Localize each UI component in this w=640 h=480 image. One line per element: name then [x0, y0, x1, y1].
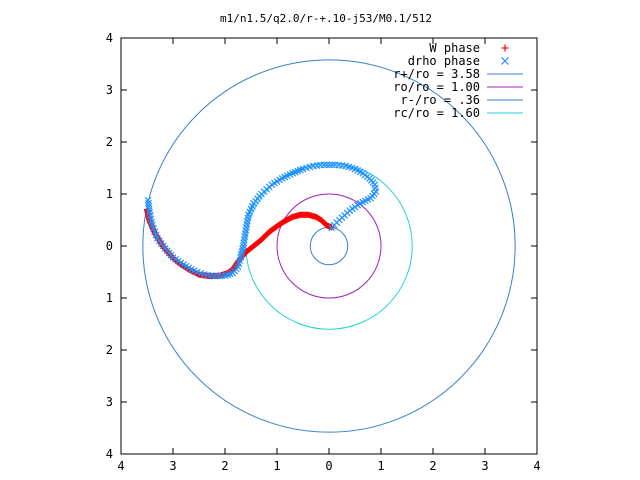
drho-phase-marker-b	[146, 212, 154, 219]
drho-phase-marker-b	[359, 169, 367, 177]
drho-phase-marker-b	[148, 218, 155, 226]
drho-phase-marker-b	[328, 161, 336, 169]
drho-phase-marker-b	[501, 57, 509, 65]
legend-label: drho phase	[408, 54, 480, 68]
x-tick-label: 1	[377, 459, 384, 473]
legend-label: r-/ro = .36	[401, 93, 480, 107]
y-tick-label: 2	[106, 343, 113, 357]
drho-phase-marker-b	[145, 199, 152, 207]
drho-phase-marker-b	[323, 161, 331, 169]
legend-label: ro/ro = 1.00	[393, 80, 480, 94]
y-tick-label: 3	[106, 83, 113, 97]
drho-phase-marker-b	[356, 168, 364, 176]
drho-phase-marker-b	[326, 161, 333, 169]
x-tick-label: 2	[429, 459, 436, 473]
drho-phase-series	[144, 161, 380, 280]
drho-phase-marker-b	[345, 163, 353, 171]
drho-phase-marker-b	[348, 164, 356, 172]
drho-phase-marker-b	[204, 271, 212, 279]
x-tick-label: 3	[481, 459, 488, 473]
drho-phase-marker-b	[200, 271, 208, 279]
legend-label: rc/ro = 1.60	[393, 106, 480, 120]
y-tick-label: 4	[106, 447, 113, 461]
drho-phase-marker-b	[342, 162, 350, 170]
y-tick-label: 2	[106, 135, 113, 149]
drho-phase-marker-b	[207, 272, 215, 280]
drho-phase-marker-b	[190, 267, 198, 275]
phase-series	[144, 161, 380, 280]
drho-phase-marker-b	[193, 268, 201, 276]
legend-label: r+/ro = 3.58	[393, 67, 480, 81]
drho-phase-marker-b	[351, 165, 359, 173]
drho-phase-marker-b	[152, 231, 160, 239]
y-tick-label: 0	[106, 239, 113, 253]
drho-phase-marker-b	[354, 167, 362, 174]
drho-phase-marker-b	[335, 161, 343, 169]
drho-phase-marker-b	[146, 208, 154, 216]
drho-phase-marker-b	[144, 196, 152, 204]
y-tick-label: 1	[106, 187, 113, 201]
drho-phase-marker-b	[145, 205, 153, 213]
drho-phase-marker-b	[148, 221, 156, 229]
x-tick-label: 1	[273, 459, 280, 473]
radius-circle	[309, 226, 349, 266]
drho-phase-marker-b	[371, 184, 379, 192]
y-tick-label: 4	[106, 31, 113, 45]
radius-circle	[142, 59, 516, 433]
chart-title: m1/n1.5/q2.0/r-+.10-j53/M0.1/512	[220, 12, 432, 25]
legend-label: W phase	[429, 41, 480, 55]
drho-phase-marker-b	[187, 265, 195, 273]
radius-circle	[276, 193, 382, 299]
drho-phase-marker-b	[150, 225, 157, 232]
y-tick-label: 1	[106, 291, 113, 305]
drho-phase-marker-b	[147, 215, 155, 223]
x-tick-label: 2	[221, 459, 228, 473]
x-tick-label: 3	[169, 459, 176, 473]
drho-phase-marker-b	[153, 234, 161, 242]
drho-phase-marker-b	[197, 269, 205, 277]
x-tick-label: 0	[325, 459, 332, 473]
drho-phase-marker-b	[372, 187, 380, 195]
drho-phase-marker-b	[338, 162, 346, 169]
drho-phase-marker-b	[331, 161, 339, 169]
drho-phase-marker-b	[151, 228, 159, 236]
drho-phase-marker-b	[182, 262, 190, 270]
x-tick-label: 4	[117, 459, 124, 473]
drho-phase-marker-b	[145, 202, 153, 210]
drho-phase-marker-b	[185, 264, 193, 272]
drho-phase-marker-b	[211, 272, 219, 280]
x-tick-label: 4	[533, 459, 540, 473]
y-tick-label: 3	[106, 395, 113, 409]
